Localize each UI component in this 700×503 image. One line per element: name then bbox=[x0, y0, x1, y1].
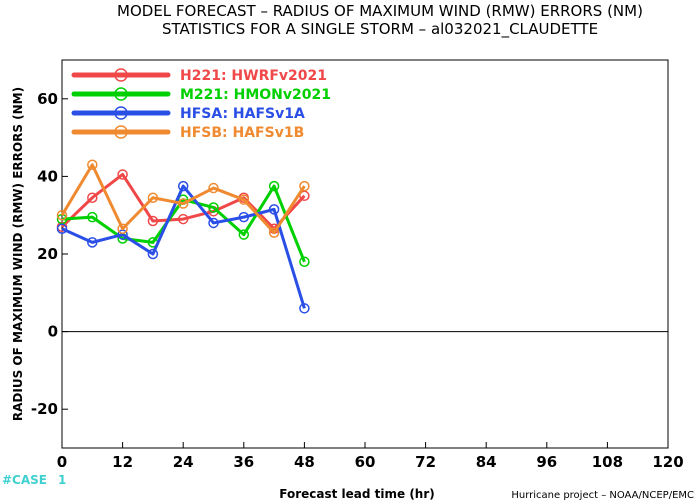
data-point bbox=[268, 227, 280, 238]
y-tick-label: 60 bbox=[37, 90, 58, 108]
x-tick-label: 0 bbox=[57, 453, 67, 471]
data-point bbox=[177, 180, 189, 192]
series-2 bbox=[56, 180, 310, 314]
data-point bbox=[268, 180, 280, 192]
legend-label: HFSB: HAFSv1B bbox=[180, 125, 304, 141]
legend-marker bbox=[114, 87, 128, 101]
data-point bbox=[117, 169, 128, 180]
data-point bbox=[117, 223, 128, 235]
data-point bbox=[147, 215, 159, 227]
x-axis-label: Forecast lead time (hr) bbox=[279, 487, 435, 501]
chart-title-line2: STATISTICS FOR A SINGLE STORM – al032021… bbox=[162, 20, 598, 39]
data-point bbox=[87, 159, 98, 171]
credit-text: Hurricane project – NOAA/NCEP/EMC bbox=[511, 490, 694, 501]
legend-marker bbox=[114, 106, 128, 120]
series-line bbox=[60, 163, 306, 235]
data-point bbox=[177, 213, 189, 225]
data-point bbox=[238, 229, 250, 240]
x-tick-label: 12 bbox=[112, 453, 133, 471]
data-point bbox=[56, 209, 68, 221]
y-tick-label: 0 bbox=[48, 323, 58, 341]
x-tick-label: 48 bbox=[294, 453, 315, 471]
legend-marker bbox=[114, 68, 128, 82]
legend-label: HFSA: HAFSv1A bbox=[180, 106, 305, 122]
case-label: #CASE bbox=[2, 473, 47, 487]
data-point bbox=[87, 237, 98, 248]
data-point bbox=[87, 192, 98, 203]
data-point bbox=[268, 204, 280, 215]
chart-title-line1: MODEL FORECAST – RADIUS OF MAXIMUM WIND … bbox=[117, 2, 643, 20]
legend: H221: HWRFv2021 M221: HMONv2021 HFSA: HAFS… bbox=[71, 68, 331, 141]
x-axis-ticks: 0 12 24 36 48 60 72 84 96 108 120 bbox=[57, 442, 684, 471]
data-point bbox=[208, 202, 219, 213]
legend-label: M221: HMONv2021 bbox=[180, 87, 331, 103]
series-line bbox=[60, 172, 306, 231]
data-point bbox=[147, 192, 159, 203]
data-point bbox=[299, 256, 310, 268]
data-point bbox=[208, 217, 219, 229]
data-point bbox=[56, 223, 68, 235]
x-tick-label: 24 bbox=[173, 453, 194, 471]
y-axis-label: RADIUS OF MAXIMUM WIND (RMW) ERRORS (NM) bbox=[11, 87, 25, 421]
data-point bbox=[238, 194, 250, 205]
case-count: 1 bbox=[58, 473, 66, 487]
x-tick-label: 60 bbox=[355, 453, 376, 471]
data-point bbox=[147, 248, 159, 260]
x-tick-label: 84 bbox=[476, 453, 497, 471]
series-layer bbox=[56, 159, 310, 314]
y-axis-ticks: -20 0 20 40 60 bbox=[31, 90, 68, 418]
legend-marker bbox=[114, 125, 128, 139]
y-tick-label: 40 bbox=[37, 167, 58, 185]
x-tick-label: 120 bbox=[652, 453, 683, 471]
x-tick-label: 72 bbox=[415, 453, 436, 471]
y-tick-label: -20 bbox=[31, 400, 58, 418]
x-tick-label: 96 bbox=[536, 453, 557, 471]
data-point bbox=[87, 211, 98, 223]
data-point bbox=[299, 303, 310, 314]
legend-label: H221: HWRFv2021 bbox=[180, 68, 327, 84]
series-3 bbox=[56, 159, 310, 238]
x-tick-label: 108 bbox=[592, 453, 623, 471]
data-point bbox=[238, 211, 250, 223]
data-point bbox=[177, 198, 189, 209]
series-line bbox=[61, 184, 306, 309]
data-point bbox=[208, 182, 219, 194]
data-point bbox=[299, 180, 310, 192]
x-tick-label: 36 bbox=[233, 453, 254, 471]
y-tick-label: 20 bbox=[37, 245, 58, 263]
